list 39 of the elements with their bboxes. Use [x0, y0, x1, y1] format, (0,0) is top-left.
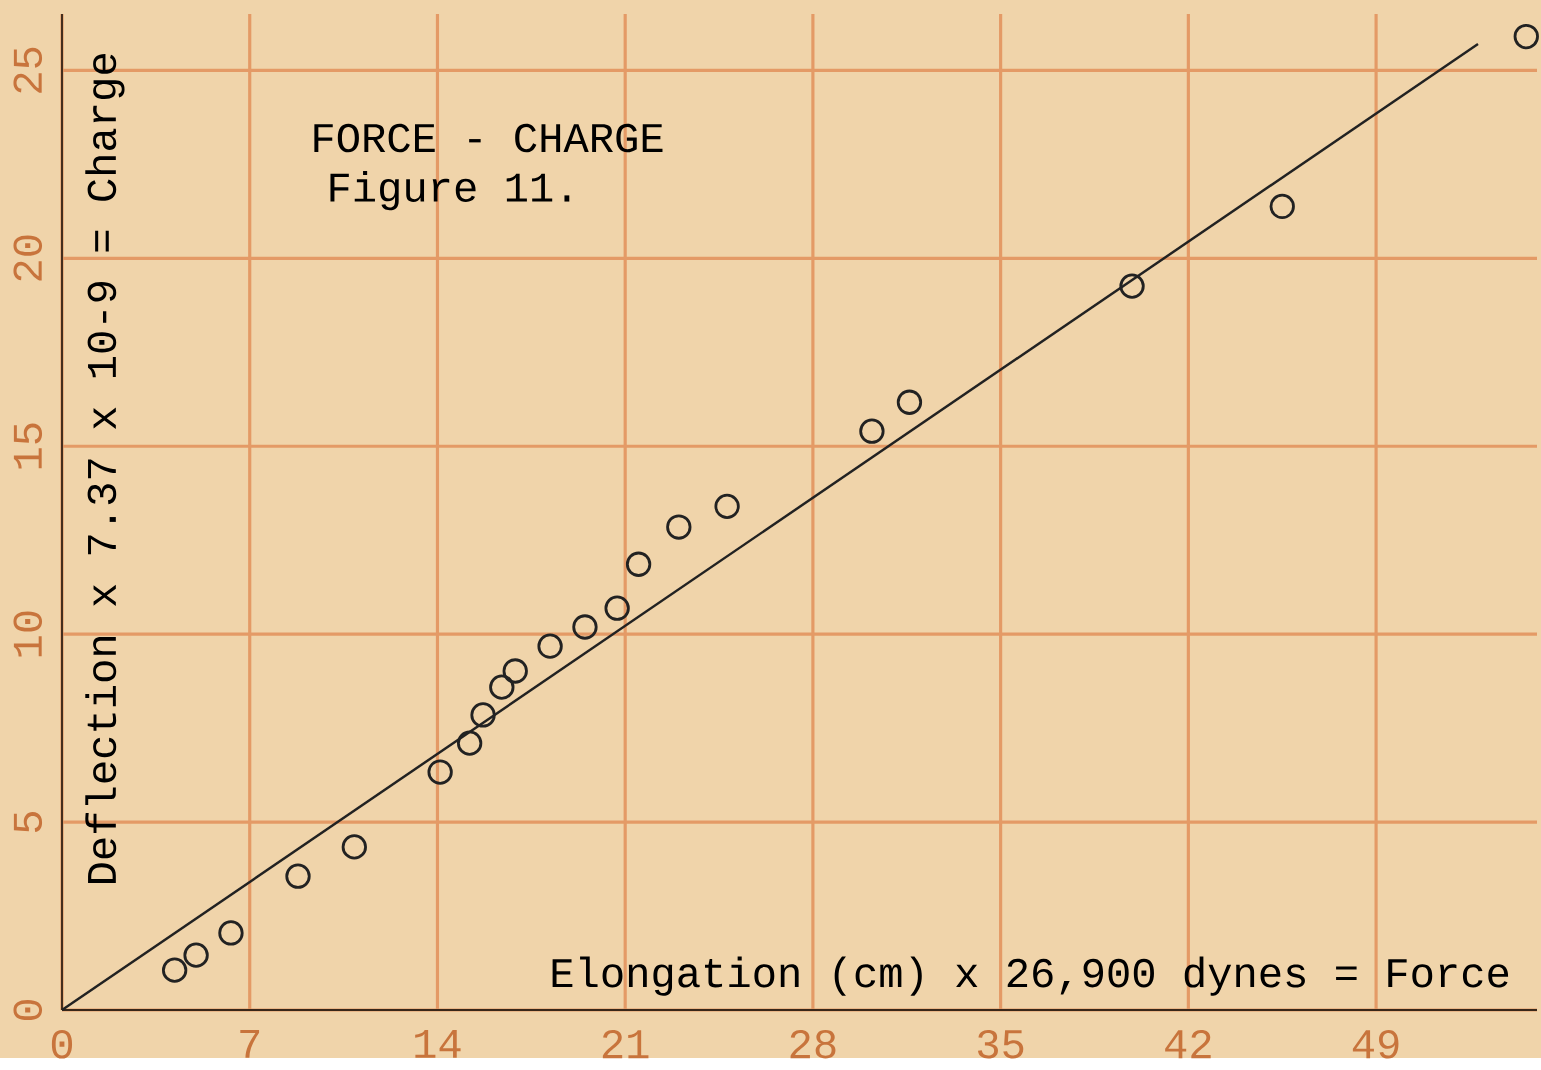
point [456, 730, 483, 756]
point [666, 514, 692, 540]
x-tick-label: 7 [240, 1029, 260, 1058]
x-tick-label: 35 [977, 1029, 1024, 1059]
point [625, 551, 652, 577]
y-tick-label: 20 [13, 235, 43, 281]
point [537, 633, 563, 659]
point [218, 920, 244, 946]
point [1119, 273, 1145, 299]
point [502, 658, 528, 684]
x-tick-label: 21 [602, 1029, 649, 1058]
y-tick-label: 0 [13, 999, 43, 1020]
point [341, 834, 367, 860]
point [285, 863, 311, 889]
y-tick-label: 5 [13, 811, 43, 832]
point [604, 595, 630, 621]
y-tick-label: 15 [13, 423, 43, 469]
y-tick-label: 25 [13, 47, 43, 93]
point [161, 957, 188, 983]
y-axis-title: Deflection x 7.37 x 10-9 = Charge [85, 53, 125, 883]
x-tick-label: 14 [415, 1029, 461, 1058]
point [572, 614, 598, 640]
point [427, 759, 453, 785]
point [714, 493, 740, 519]
point [859, 418, 885, 444]
point [489, 674, 515, 700]
point [1513, 23, 1539, 50]
text: Figure 11. [330, 170, 570, 211]
x-tick-label: 28 [790, 1029, 836, 1059]
y-tick-label: 10 [13, 611, 43, 657]
x-axis-title: Elongation (cm) x 26,900 dynes = Force [552, 956, 1509, 996]
point [896, 389, 923, 415]
point [470, 702, 496, 728]
point [183, 942, 209, 968]
text: FORCE - CHARGE [314, 123, 663, 153]
x-tick-label: 49 [1352, 1029, 1399, 1059]
x-tick-label: 42 [1165, 1029, 1211, 1058]
x-tick-label: 0 [51, 1029, 73, 1059]
point [1269, 193, 1295, 219]
